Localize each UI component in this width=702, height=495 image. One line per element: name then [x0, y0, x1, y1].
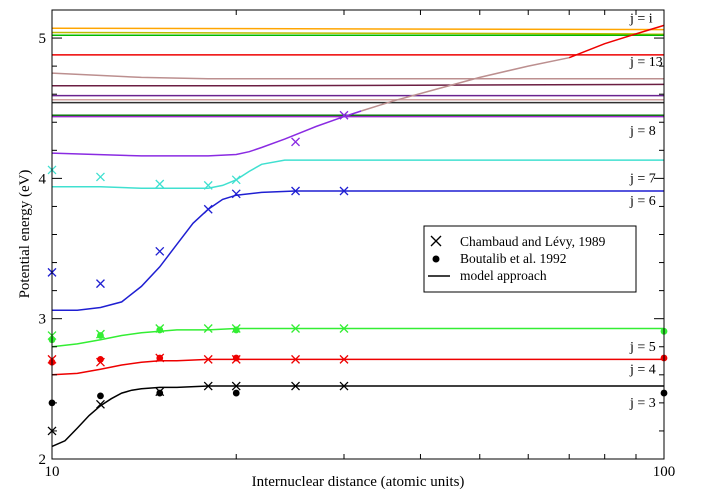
x-tick-label: 10 — [45, 464, 60, 480]
series-line-12 — [51, 110, 362, 157]
dot-marker — [97, 332, 104, 339]
series-line-13 — [360, 56, 570, 112]
curve-label: j = 5 — [629, 340, 656, 355]
curve-label: j = 6 — [629, 194, 656, 209]
cross-marker — [291, 381, 300, 391]
curve-label: j = 7 — [629, 172, 656, 187]
dot-marker — [156, 326, 164, 334]
cross-marker — [203, 354, 213, 364]
y-tick-label: 5 — [39, 31, 47, 47]
cross-marker — [203, 324, 213, 333]
marker-layer — [47, 110, 668, 436]
curve-label-layer: j = i j = 13 j = 8 j = 7 j = 6 j = 5 j = 4 j = … — [629, 12, 663, 411]
series-line-1 — [51, 27, 665, 31]
cross-marker — [203, 204, 213, 214]
y-tick-label: 2 — [39, 452, 47, 468]
curve-label: j = 13 — [629, 55, 663, 70]
dot-marker — [232, 326, 240, 334]
x-tick-label: 100 — [653, 464, 676, 480]
cross-marker — [291, 354, 300, 364]
cross-marker — [203, 180, 213, 190]
legend-box — [423, 225, 637, 293]
x-axis-title: Internuclear distance (atomic units) — [252, 474, 465, 490]
legend-entry-3: model approach — [460, 268, 547, 283]
legend-cross-icon — [430, 235, 442, 247]
dot-marker — [97, 392, 104, 400]
y-tick-label: 4 — [39, 171, 47, 187]
cross-marker — [231, 189, 241, 199]
cross-marker — [231, 175, 241, 185]
cross-marker — [95, 399, 105, 409]
cross-marker — [155, 179, 165, 189]
curve-label: j = 4 — [629, 362, 656, 377]
series-line-18 — [51, 358, 664, 376]
dot-marker — [156, 354, 164, 362]
series-line-6 — [52, 83, 665, 87]
cross-marker — [95, 279, 105, 289]
legend-entry-1: Chambaud and Lévy, 1989 — [460, 234, 606, 249]
curve-label: j = i — [629, 12, 653, 27]
series-line-16 — [52, 190, 664, 312]
cross-marker — [155, 246, 165, 256]
legend-entry-2: Boutalib et al. 1992 — [460, 251, 566, 266]
cross-marker — [291, 137, 300, 147]
cross-marker — [203, 381, 213, 391]
cross-marker — [339, 381, 349, 391]
cross-marker — [339, 354, 349, 364]
cross-marker — [339, 110, 349, 120]
y-tick-label: 3 — [39, 312, 47, 328]
axis-layer: 2 3 4 5 10 100 — [39, 9, 676, 480]
legend: Chambaud and Lévy, 1989 Boutalib et al. … — [423, 225, 637, 293]
legend-dot-icon — [432, 255, 440, 263]
cross-marker — [291, 186, 300, 196]
series-line-15 — [52, 159, 664, 189]
dot-marker — [156, 389, 164, 397]
cross-marker — [231, 381, 241, 391]
series-line-19 — [51, 385, 664, 448]
dot-marker — [97, 355, 104, 363]
series-line-2 — [51, 31, 665, 35]
dot-marker — [232, 389, 240, 397]
curve-label: j = 8 — [629, 124, 656, 139]
cross-marker — [291, 324, 300, 333]
series-line-17 — [51, 327, 664, 348]
series-line-5 — [51, 72, 664, 80]
series-line-14 — [568, 24, 665, 59]
cross-marker — [95, 172, 105, 182]
y-axis-title: Potential energy (eV) — [17, 170, 33, 299]
cross-marker — [339, 324, 349, 333]
curve-label: j = 3 — [629, 396, 656, 411]
dot-marker — [232, 354, 240, 362]
cross-marker — [339, 186, 349, 196]
